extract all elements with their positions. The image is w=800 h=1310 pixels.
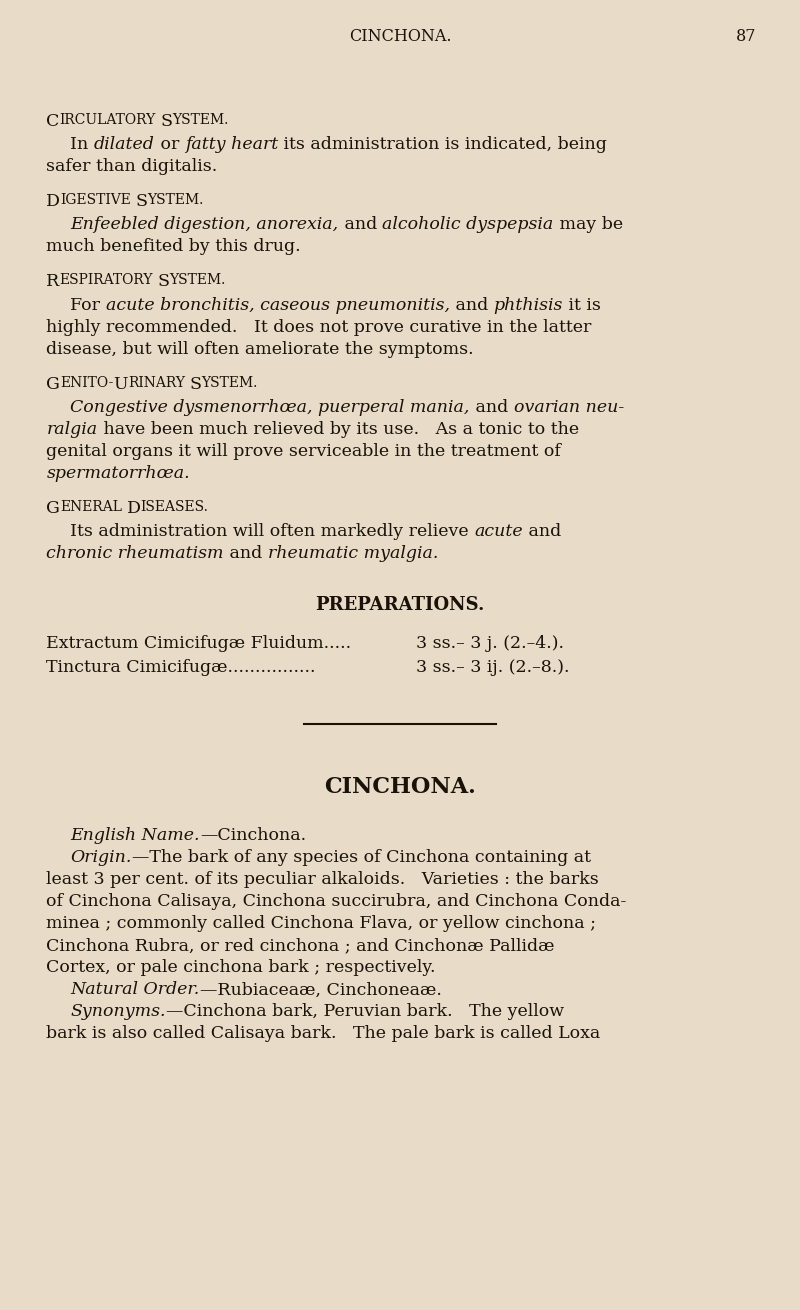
Text: D: D [126,500,141,517]
Text: YSTEM.: YSTEM. [173,113,229,127]
Text: 3 ss.– 3 j. (2.–4.).: 3 ss.– 3 j. (2.–4.). [416,634,565,651]
Text: R: R [46,274,60,291]
Text: ENITO-: ENITO- [60,376,114,389]
Text: ENERAL: ENERAL [60,500,122,514]
Text: or: or [155,136,185,153]
Text: S: S [190,376,202,393]
Text: may be: may be [554,216,622,233]
Text: bark is also called Calisaya bark.   The pale bark is called Loxa: bark is also called Calisaya bark. The p… [46,1026,601,1043]
Text: acute bronchitis, caseous pneumonitis,: acute bronchitis, caseous pneumonitis, [106,296,450,313]
Text: English Name.: English Name. [70,828,200,845]
Text: its administration is indicated, being: its administration is indicated, being [278,136,607,153]
Text: and: and [338,216,382,233]
Text: have been much relieved by its use.   As a tonic to the: have been much relieved by its use. As a… [98,421,578,438]
Text: CINCHONA.: CINCHONA. [349,28,451,45]
Text: Tinctura Cimicifugæ................: Tinctura Cimicifugæ................ [46,659,316,676]
Text: Enfeebled digestion, anorexia,: Enfeebled digestion, anorexia, [70,216,338,233]
Text: YSTEM.: YSTEM. [202,376,258,389]
Text: ESPIRATORY: ESPIRATORY [60,274,153,287]
Text: S: S [160,113,173,130]
Text: IGESTIVE: IGESTIVE [61,193,131,207]
Text: YSTEM.: YSTEM. [170,274,226,287]
Text: ovarian neu-: ovarian neu- [514,398,624,415]
Text: spermatorrhœa.: spermatorrhœa. [46,465,190,482]
Text: Synonyms.: Synonyms. [70,1003,166,1020]
Text: CINCHONA.: CINCHONA. [324,776,476,798]
Text: and: and [450,296,494,313]
Text: disease, but will often ameliorate the symptoms.: disease, but will often ameliorate the s… [46,341,474,358]
Text: —The bark of any species of Cinchona containing at: —The bark of any species of Cinchona con… [132,849,590,866]
Text: G: G [46,376,60,393]
Text: D: D [46,193,61,210]
Text: rheumatic myalgia.: rheumatic myalgia. [268,545,438,562]
Text: chronic rheumatism: chronic rheumatism [46,545,224,562]
Text: safer than digitalis.: safer than digitalis. [46,159,218,176]
Text: —Cinchona bark, Peruvian bark.   The yellow: —Cinchona bark, Peruvian bark. The yello… [166,1003,564,1020]
Text: of Cinchona Calisaya, Cinchona succirubra, and Cinchona Conda-: of Cinchona Calisaya, Cinchona succirubr… [46,893,626,910]
Text: Origin.: Origin. [70,849,132,866]
Text: and: and [523,523,562,540]
Text: and: and [470,398,514,415]
Text: G: G [46,500,60,517]
Text: 87: 87 [735,28,756,45]
Text: IRCULATORY: IRCULATORY [60,113,156,127]
Text: YSTEM.: YSTEM. [148,193,204,207]
Text: Its administration will often markedly relieve: Its administration will often markedly r… [70,523,474,540]
Text: it is: it is [563,296,601,313]
Text: S: S [158,274,170,291]
Text: dilated: dilated [94,136,155,153]
Text: For: For [70,296,106,313]
Text: Natural Order.: Natural Order. [70,981,200,998]
Text: alcoholic dyspepsia: alcoholic dyspepsia [382,216,554,233]
Text: Cortex, or pale cinchona bark ; respectively.: Cortex, or pale cinchona bark ; respecti… [46,959,436,976]
Text: C: C [46,113,60,130]
Text: minea ; commonly called Cinchona Flava, or yellow cinchona ;: minea ; commonly called Cinchona Flava, … [46,916,596,933]
Text: genital organs it will prove serviceable in the treatment of: genital organs it will prove serviceable… [46,443,562,460]
Text: U: U [114,376,128,393]
Text: Extractum Cimicifugæ Fluidum.....: Extractum Cimicifugæ Fluidum..... [46,634,351,651]
Text: S: S [136,193,148,210]
Text: RINARY: RINARY [128,376,185,389]
Text: PREPARATIONS.: PREPARATIONS. [315,596,485,614]
Text: —Cinchona.: —Cinchona. [200,828,306,845]
Text: Congestive dysmenorrhœa, puerperal mania,: Congestive dysmenorrhœa, puerperal mania… [70,398,470,415]
Text: much benefited by this drug.: much benefited by this drug. [46,238,301,255]
Text: acute: acute [474,523,523,540]
Text: 3 ss.– 3 ij. (2.–8.).: 3 ss.– 3 ij. (2.–8.). [416,659,570,676]
Text: phthisis: phthisis [494,296,563,313]
Text: highly recommended.   It does not prove curative in the latter: highly recommended. It does not prove cu… [46,318,592,335]
Text: and: and [224,545,268,562]
Text: Cinchona Rubra, or red cinchona ; and Cinchonæ Pallidæ: Cinchona Rubra, or red cinchona ; and Ci… [46,938,555,955]
Text: In: In [70,136,94,153]
Text: ralgia: ralgia [46,421,98,438]
Text: ISEASES.: ISEASES. [141,500,209,514]
Text: fatty heart: fatty heart [185,136,278,153]
Text: —Rubiaceaæ, Cinchoneaæ.: —Rubiaceaæ, Cinchoneaæ. [200,981,442,998]
Text: least 3 per cent. of its peculiar alkaloids.   Varieties : the barks: least 3 per cent. of its peculiar alkalo… [46,871,599,888]
